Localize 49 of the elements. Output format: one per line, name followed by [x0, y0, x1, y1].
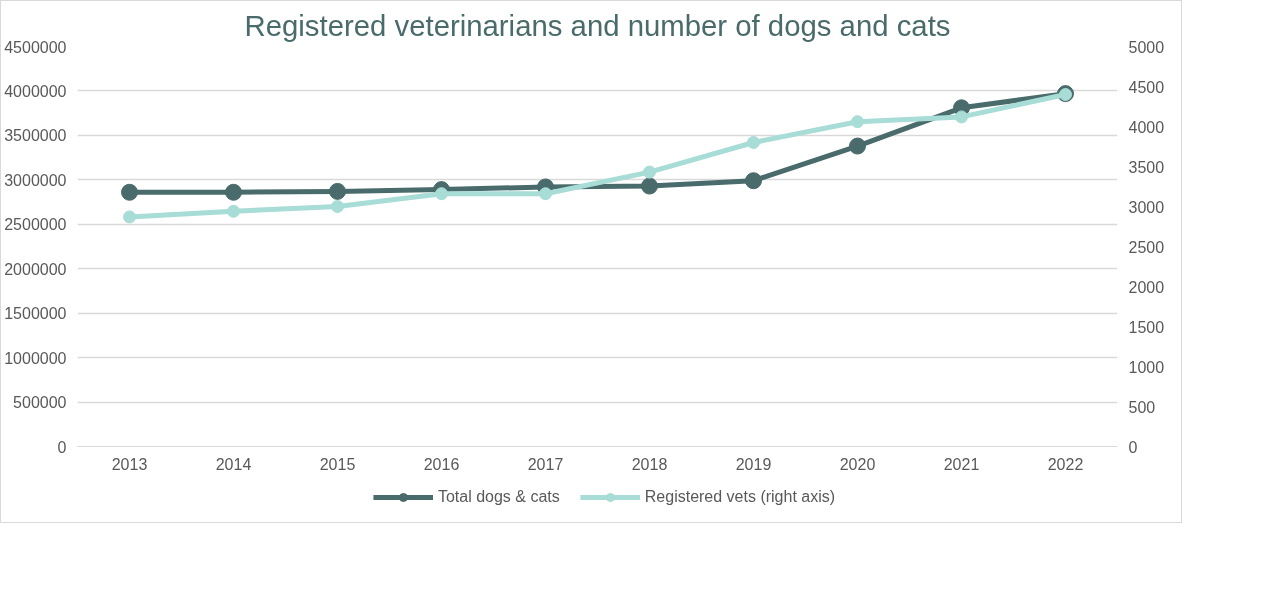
x-tick-label: 2016 — [423, 455, 460, 473]
y2-tick-label: 5000 — [1128, 38, 1165, 56]
y2-tick-label: 3500 — [1128, 158, 1165, 176]
y2-tick-label: 4000 — [1128, 118, 1165, 136]
x-tick-label: 2021 — [943, 455, 980, 473]
x-tick-label: 2019 — [735, 455, 772, 473]
point — [643, 165, 656, 179]
legend-label: Total dogs & cats — [437, 488, 560, 506]
y-tick-label: 2500000 — [4, 216, 67, 234]
x-tick-label: 2015 — [319, 455, 356, 473]
point — [849, 137, 866, 155]
legend-label: Registered vets (right axis) — [644, 488, 836, 506]
point — [225, 183, 242, 201]
y-tick-label: 1500000 — [4, 305, 67, 323]
x-tick-label: 2020 — [839, 455, 876, 473]
point — [955, 110, 968, 124]
point — [539, 187, 552, 201]
x-tick-label: 2017 — [527, 455, 564, 473]
x-tick-label: 2013 — [111, 455, 148, 473]
y2-tick-label: 0 — [1128, 438, 1138, 456]
x-tick-label: 2014 — [215, 455, 252, 473]
y2-tick-label: 1000 — [1128, 358, 1165, 376]
point — [121, 183, 138, 201]
y-tick-label: 3500000 — [4, 127, 67, 145]
x-tick-label: 2022 — [1047, 455, 1084, 473]
y2-tick-label: 2000 — [1128, 278, 1165, 296]
point — [329, 182, 346, 200]
y2-tick-label: 1500 — [1128, 318, 1165, 336]
point — [435, 187, 448, 201]
y2-tick-label: 3000 — [1128, 198, 1165, 216]
y-tick-label: 1000000 — [4, 349, 67, 367]
y-tick-label: 2000000 — [4, 260, 67, 278]
point — [745, 172, 762, 190]
chart-title: Registered veterinarians and number of dogs and cats — [244, 8, 951, 42]
point — [851, 115, 864, 129]
y2-tick-label: 500 — [1128, 398, 1156, 416]
y-tick-label: 3000000 — [4, 171, 67, 189]
point — [227, 204, 240, 218]
y2-tick-label: 4500 — [1128, 78, 1165, 96]
y2-tick-label: 2500 — [1128, 238, 1165, 256]
y-tick-label: 4000000 — [4, 82, 67, 100]
point — [641, 177, 658, 195]
point — [331, 200, 344, 213]
point — [123, 210, 136, 224]
x-tick-label: 2018 — [631, 455, 668, 473]
y-tick-label: 0 — [57, 438, 67, 456]
point — [747, 136, 760, 149]
y-tick-label: 4500000 — [4, 38, 67, 56]
y-tick-label: 500000 — [13, 394, 67, 412]
